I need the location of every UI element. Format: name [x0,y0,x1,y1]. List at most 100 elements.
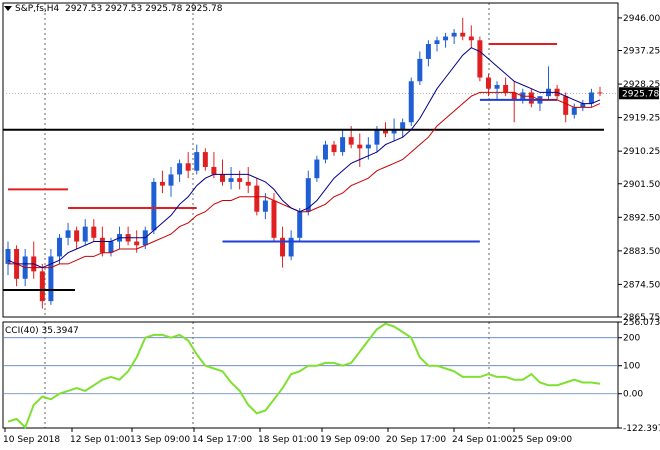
candle-body [194,152,200,171]
candle [228,166,234,190]
candle [400,118,406,138]
candle [503,77,509,97]
price-tick-label: 2928.25 [623,80,660,90]
candle-body [177,163,183,175]
candle [280,226,286,268]
candle [417,51,423,85]
candle-body [485,77,491,89]
candle-body [185,163,191,171]
candle [460,17,466,41]
candle [546,66,552,100]
candle-body [417,58,423,82]
ohlc-label: 2927.53 2927.53 2925.78 2925.78 [64,4,223,14]
candle-body [468,36,474,41]
time-tick-label: 25 Sep 09:00 [512,435,572,445]
candle [563,92,569,123]
candle [571,103,577,119]
candle [168,166,174,197]
time-tick-label: 12 Sep 01:00 [70,435,130,445]
candle-body [340,137,346,153]
candle [65,222,71,246]
candle-body [99,237,105,253]
candle-body [588,92,594,104]
candle [408,77,414,126]
candle-body [228,178,234,182]
candle [340,129,346,156]
candle [357,133,363,167]
candle-body [563,96,569,115]
candle [297,207,303,242]
price-pane-frame [2,2,619,318]
candle-body [348,137,354,145]
price-tick-label: 2865.75 [623,313,660,323]
candle [151,178,157,235]
candle-body [460,32,466,37]
candle [537,96,543,112]
time-tick-label: 13 Sep 09:00 [130,435,190,445]
candle [219,159,225,186]
candle-body [91,226,97,238]
candle-body [82,226,88,242]
candle-body [374,129,380,145]
candle-body [391,129,397,134]
candle [125,226,131,246]
cci-tick-label: 256.0731 [623,318,660,328]
candle-body [408,81,414,123]
candle-body [597,92,603,94]
candle-body [477,40,483,78]
candle [434,36,440,52]
candle-body [5,248,11,264]
candle-body [425,43,431,59]
candle [82,219,88,246]
candle-body [443,36,449,41]
candle [245,166,251,194]
axes: 2946.00 2937.25 2928.25 2919.25 2910.25 2901.… [3,14,660,445]
candle-body [254,185,260,212]
price-tick-label: 2919.25 [623,114,660,124]
chart-header: S&P,fs,H4 2927.53 2927.53 2925.78 2925.7… [2,4,222,14]
candle-body [262,200,268,212]
candle-body [219,174,225,182]
candle-body [211,166,217,175]
cci-line [7,322,601,430]
candle-body [74,230,80,242]
candle [74,226,80,249]
candle [262,193,268,220]
cci-title: CCI(40) 35.3947 [5,326,79,336]
cci-pane: 256.0731 200 100 0.00 -122.3976 [3,318,660,434]
time-tick-label: 10 Sep 2018 [3,435,60,445]
candle [528,88,534,108]
candle [443,32,449,48]
candle-body [305,178,311,212]
candle [314,155,320,182]
chevron-down-icon [4,5,12,11]
candle-body [168,174,174,186]
candle [322,140,328,164]
current-price-label: 2925.78 [622,89,659,99]
candle [31,241,37,279]
candle-body [134,241,140,246]
time-tick-label: 19 Sep 09:00 [320,435,380,445]
candle-body [383,129,389,134]
current-price-badge [619,87,659,100]
candle-body [39,271,45,302]
grid-lines [3,3,618,428]
candle [425,40,431,67]
candle-body [494,84,500,89]
candle-body [151,181,157,231]
candle [211,152,217,179]
candle-body [271,200,277,238]
time-tick-label: 18 Sep 01:00 [258,435,318,445]
cci-pane-frame [2,321,619,429]
candle-body [365,144,371,149]
candle [108,237,114,257]
candle [5,241,11,276]
candle [56,234,62,264]
cci-tick-label: 0.00 [623,390,643,400]
candle [194,144,200,175]
candle-body [503,84,509,93]
candle [39,263,45,309]
candle-body [451,32,457,37]
candle-body [331,144,337,153]
time-tick-label: 24 Sep 01:00 [452,435,512,445]
